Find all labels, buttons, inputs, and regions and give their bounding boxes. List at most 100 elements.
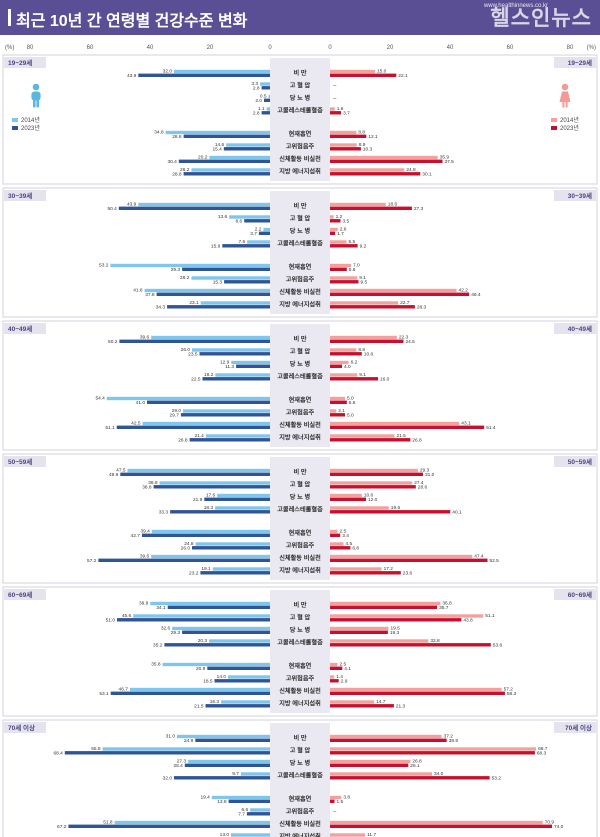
bar-male-2014 (191, 276, 270, 280)
data-label-female-2014: 8.8 (358, 347, 365, 353)
data-label-male-2014: 9.7 (232, 771, 239, 777)
age-tag-left-bg (4, 190, 46, 201)
age-tag-right-bg (554, 323, 596, 334)
bar-female-2014 (330, 833, 366, 837)
bar-female-2014 (330, 434, 395, 438)
bar-female-2014 (330, 675, 335, 679)
bar-female-2014 (330, 143, 357, 147)
indicator-label: 고 혈 압 (290, 481, 311, 489)
person-leg (562, 101, 565, 108)
data-label-male-2014: 18.3 (204, 505, 214, 511)
data-label-male-2014: 16.3 (210, 699, 220, 705)
bar-female-2023 (330, 339, 404, 343)
indicator-label: 현재흡연 (289, 263, 312, 271)
bar-male-2023 (224, 280, 270, 284)
bar-male-2023 (156, 292, 270, 296)
bar-female-2014 (330, 130, 357, 135)
data-label-female-2023: 21.3 (396, 703, 406, 709)
indicator-label: 고 혈 압 (290, 614, 311, 622)
bar-female-2023 (330, 485, 416, 489)
bar-female-2023 (330, 425, 485, 429)
data-label-male-2023: 33.3 (159, 509, 169, 515)
bar-male-2014 (151, 529, 270, 534)
bar-male-2014 (195, 542, 270, 546)
bar-male-2023 (183, 172, 270, 176)
data-label-male-2023: 23.2 (189, 570, 199, 576)
x-unit-left: (%) (5, 45, 14, 51)
bar-male-2023 (207, 666, 270, 670)
data-label-female-2014: 47.4 (474, 554, 484, 560)
bar-female-2023 (330, 666, 343, 670)
data-label-male-2014: 31.0 (166, 734, 176, 740)
data-label-male-2023: 2.0 (255, 98, 262, 104)
indicator-label: 비 만 (293, 601, 306, 609)
indicator-label: 신체활동 비실천 (279, 820, 321, 828)
bar-female-2023 (330, 546, 351, 550)
bar-female-2023 (330, 377, 378, 381)
indicator-label: 비 만 (293, 202, 306, 210)
bar-male-2014 (215, 506, 270, 510)
x-tick-left: 60 (87, 45, 94, 51)
bar-female-2023 (330, 630, 388, 634)
data-label-female-2023: 4.1 (344, 666, 351, 672)
data-label-male-2023: 49.9 (109, 472, 119, 478)
indicator-label: 당 뇨 병 (290, 626, 311, 634)
bar-female-2014 (330, 301, 399, 305)
legend-swatch-2014 (12, 118, 18, 122)
bar-female-2014 (330, 348, 357, 352)
data-label-female-2023: 3.4 (342, 533, 349, 539)
indicator-label: 신체활동 비실천 (279, 687, 321, 695)
person-leg (36, 99, 39, 108)
bar-female-2014 (330, 168, 405, 172)
data-label-female-2023: 30.1 (422, 171, 432, 177)
data-label-female-2014: 34.0 (434, 771, 444, 777)
bar-female-2023 (330, 305, 415, 309)
bar-male-2023 (147, 400, 270, 404)
bar-male-2023 (117, 618, 270, 622)
indicator-band (270, 457, 330, 580)
bar-male-2023 (184, 763, 270, 767)
age-panel: 70세 이상 70세 이상비 만 31.0 24.9 37.238.9 고 혈 압 55.8… (2, 719, 598, 837)
data-label-female-2023: 1.7 (337, 231, 344, 237)
bar-male-2014 (110, 263, 271, 268)
data-label-male-2023: 2.8 (253, 85, 260, 91)
data-label-male-2023: 34.3 (156, 304, 166, 310)
data-label-female-2014: 3.8 (343, 795, 350, 801)
age-tag-left: 60~69세 (8, 590, 32, 599)
bar-male-2023 (180, 413, 270, 417)
data-label-female-2014: 70.9 (545, 820, 555, 826)
data-label-male-2023: 43.9 (127, 73, 137, 79)
data-label-male-2014: 47.5 (116, 468, 126, 474)
indicator-label: 고위험음주 (286, 276, 315, 284)
legend-label-2023: 2023년 (21, 124, 40, 132)
data-label-female-2023: 23.6 (403, 570, 413, 576)
bar-female-2023 (330, 751, 535, 755)
bar-female-2014 (330, 263, 351, 268)
bar-male-2014 (144, 288, 270, 293)
data-label-male-2014: 6.6 (242, 807, 249, 813)
bar-male-2023 (138, 73, 270, 77)
bar-male-2023 (64, 751, 270, 755)
bar-female-2023 (330, 364, 342, 368)
bar-female-2014 (330, 747, 537, 751)
bar-male-2014 (205, 434, 270, 438)
data-label-female-2023: 9.2 (360, 243, 367, 249)
data-label-female-2023: 3.7 (343, 110, 350, 116)
data-label-female-2023: 24.5 (406, 339, 416, 345)
header-bar: 최근 10년 간 연령별 건강수준 변화 www.healthinnews.co… (0, 0, 600, 35)
bar-male-2014 (217, 493, 270, 498)
data-label-male-2014: 23.1 (189, 300, 199, 306)
data-label-male-2023: 13.8 (217, 799, 227, 805)
bar-male-2014 (114, 820, 270, 825)
x-tick-right: 40 (447, 45, 454, 51)
bar-female-2014 (330, 69, 375, 74)
bar-male-2014 (240, 772, 270, 776)
data-label-male-2014: 35.8 (151, 662, 161, 668)
logo[interactable]: 헬스인뉴스 (490, 7, 592, 30)
age-tag-right-bg (554, 589, 596, 600)
bar-male-2014 (231, 360, 270, 365)
data-label-female-2014: 7.0 (353, 263, 360, 269)
age-tag-left: 50~59세 (8, 457, 32, 466)
data-label-female-2023: 43.8 (463, 617, 473, 623)
bar-female-2014 (330, 396, 345, 401)
